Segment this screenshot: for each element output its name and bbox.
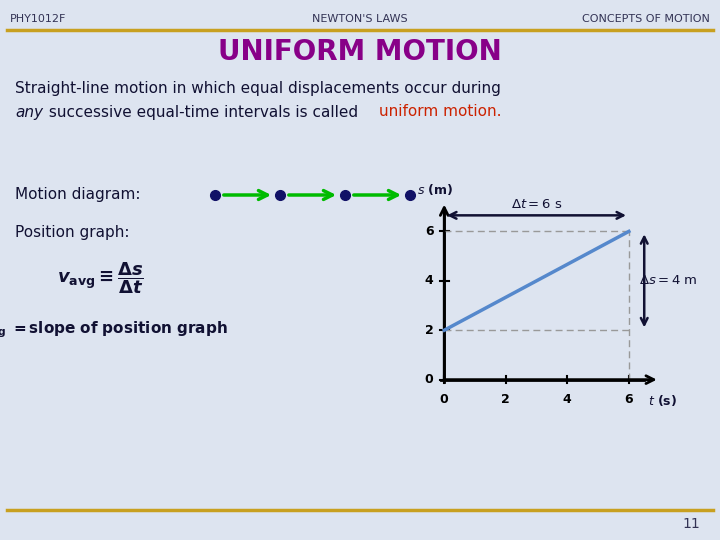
Text: 2: 2	[425, 324, 433, 337]
Text: NEWTON'S LAWS: NEWTON'S LAWS	[312, 14, 408, 24]
Text: $\boldsymbol{v}_{\mathbf{avg}}$ $\mathbf{= slope\ of\ position\ graph}$: $\boldsymbol{v}_{\mathbf{avg}}$ $\mathbf…	[0, 320, 228, 340]
Text: 4: 4	[425, 274, 433, 287]
Text: 2: 2	[501, 393, 510, 406]
Text: Position graph:: Position graph:	[15, 225, 130, 240]
Text: 0: 0	[425, 373, 433, 386]
Text: PHY1012F: PHY1012F	[10, 14, 66, 24]
Text: $s$ (m): $s$ (m)	[417, 182, 453, 197]
Text: UNIFORM MOTION: UNIFORM MOTION	[218, 38, 502, 66]
Text: Motion diagram:: Motion diagram:	[15, 187, 140, 202]
Text: successive equal-time intervals is called: successive equal-time intervals is calle…	[44, 105, 363, 119]
Text: 0: 0	[440, 393, 449, 406]
Text: 4: 4	[563, 393, 572, 406]
Text: 11: 11	[683, 517, 700, 531]
Text: uniform motion.: uniform motion.	[379, 105, 502, 119]
Text: CONCEPTS OF MOTION: CONCEPTS OF MOTION	[582, 14, 710, 24]
Text: $\Delta s = 4\ \mathrm{m}$: $\Delta s = 4\ \mathrm{m}$	[639, 274, 698, 287]
Text: 6: 6	[624, 393, 633, 406]
Text: $\boldsymbol{v}_{\mathbf{avg}} \boldsymbol{\equiv} \dfrac{\boldsymbol{\Delta s}}: $\boldsymbol{v}_{\mathbf{avg}} \boldsymb…	[57, 260, 143, 296]
Text: $t$ (s): $t$ (s)	[648, 393, 678, 408]
Text: Straight-line motion in which equal displacements occur during: Straight-line motion in which equal disp…	[15, 80, 501, 96]
Text: $\Delta t = 6\ \mathrm{s}$: $\Delta t = 6\ \mathrm{s}$	[510, 198, 562, 211]
Text: 6: 6	[425, 225, 433, 238]
Text: any: any	[15, 105, 43, 119]
